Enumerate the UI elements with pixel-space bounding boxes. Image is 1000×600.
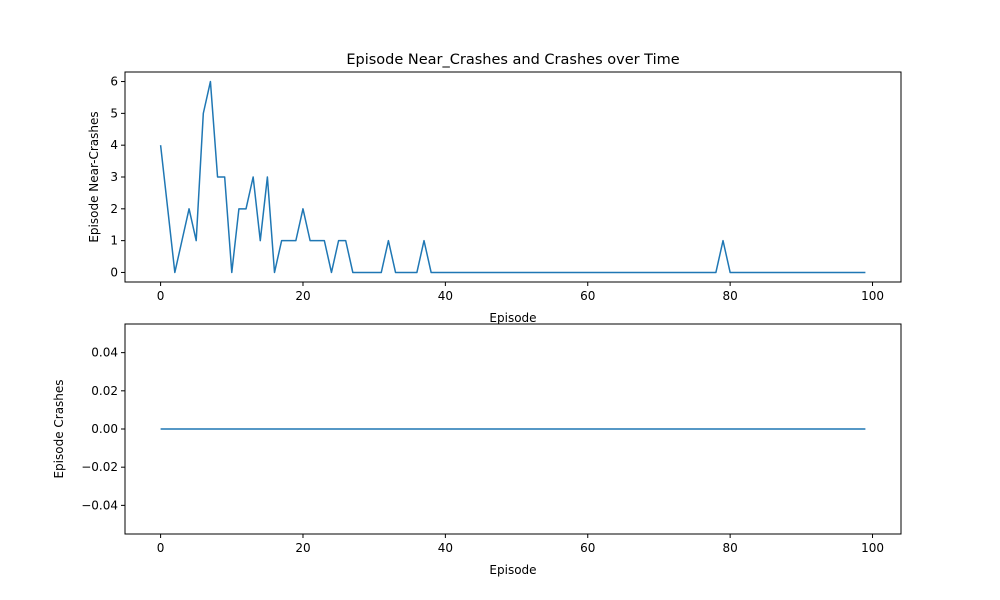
y-tick-label-top: 1 — [110, 234, 118, 248]
x-tick-label-top: 20 — [295, 289, 310, 303]
x-tick-label-top: 80 — [722, 289, 737, 303]
y-tick-label-bottom: −0.04 — [81, 498, 118, 512]
y-tick-label-bottom: 0.00 — [91, 422, 118, 436]
x-tick-label-top: 40 — [438, 289, 453, 303]
x-tick-label-bottom: 40 — [438, 541, 453, 555]
x-tick-label-bottom: 80 — [722, 541, 737, 555]
y-axis-label-bottom: Episode Crashes — [52, 379, 66, 478]
y-tick-label-top: 5 — [110, 106, 118, 120]
plot-area-top — [124, 71, 902, 283]
x-axis-label-top: Episode — [489, 311, 536, 325]
x-tick-label-top: 0 — [157, 289, 165, 303]
y-tick-label-top: 0 — [110, 265, 118, 279]
subplot-crashes: 0 20 40 60 80 100 −0.04 −0.02 0.00 0.02 0.04 Epis… — [52, 323, 902, 577]
x-axis-label-bottom: Episode — [489, 563, 536, 577]
x-tick-label-bottom: 0 — [157, 541, 165, 555]
x-tick-label-top: 100 — [861, 289, 884, 303]
y-tick-label-top: 6 — [110, 75, 118, 89]
y-tick-label-bottom: 0.04 — [91, 346, 118, 360]
y-tick-label-bottom: −0.02 — [81, 460, 118, 474]
y-axis-label-top: Episode Near-Crashes — [87, 111, 101, 242]
x-tick-label-bottom: 100 — [861, 541, 884, 555]
x-tick-label-bottom: 20 — [295, 541, 310, 555]
y-tick-label-top: 2 — [110, 202, 118, 216]
y-tick-label-top: 3 — [110, 170, 118, 184]
subplot-near-crashes: 0 20 40 60 80 100 0 1 2 3 4 5 6 Episode Episode Nea… — [87, 71, 902, 325]
y-tick-label-top: 4 — [110, 138, 118, 152]
series-line-near-crashes — [159, 80, 866, 274]
x-tick-label-bottom: 60 — [580, 541, 595, 555]
x-tick-label-top: 60 — [580, 289, 595, 303]
y-tick-label-bottom: 0.02 — [91, 384, 118, 398]
chart-title: Episode Near_Crashes and Crashes over Ti… — [346, 52, 679, 68]
